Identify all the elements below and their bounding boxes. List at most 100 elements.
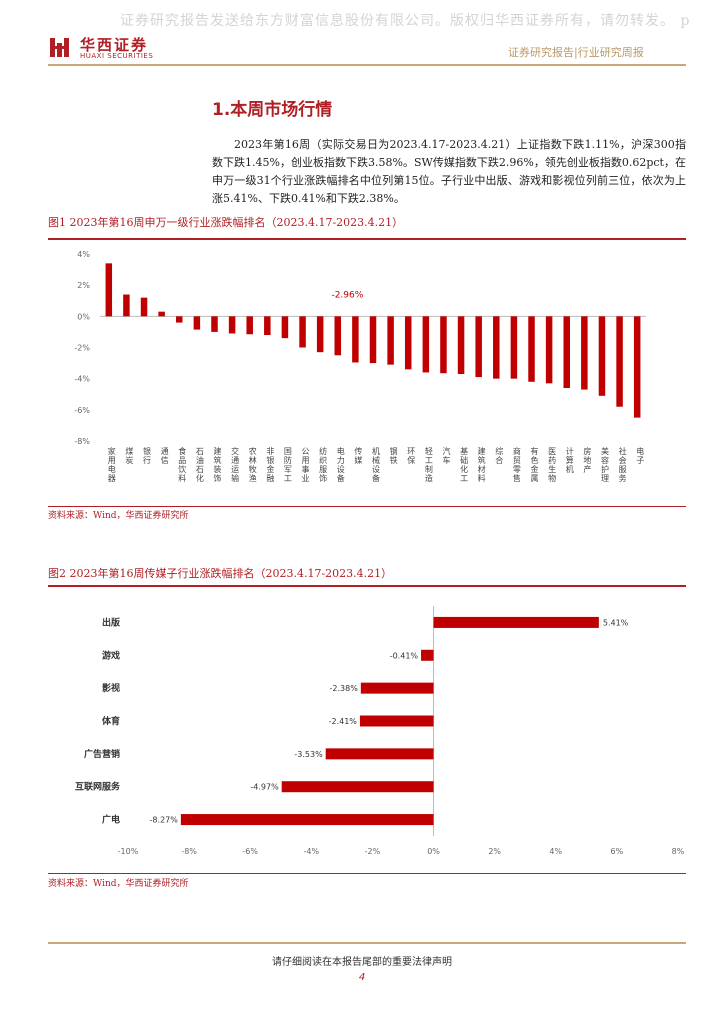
bar-石油石化: [193, 316, 201, 330]
figure1-source: 资料来源：Wind，华西证券研究所: [48, 511, 189, 521]
report-type: 证券研究报告|行业研究周报: [508, 46, 644, 59]
huaxi-logo-icon: [50, 38, 69, 57]
data-label: -2.41%: [329, 717, 358, 726]
category-label: 游戏: [102, 649, 120, 661]
bar-广电: [180, 814, 434, 826]
bar-电子: [633, 316, 641, 418]
figure2-source: 资料来源：Wind，华西证券研究所: [48, 879, 189, 889]
bar-房地产: [581, 316, 588, 390]
x-tick-label: 4%: [549, 847, 562, 856]
bar-煤炭: [123, 294, 130, 317]
page-number: 4: [358, 972, 366, 983]
y-tick-label: 4%: [77, 250, 90, 259]
x-tick-label: -10%: [118, 847, 139, 856]
media-subsector-chart: -10% -8% -6% -4% -2% 0% 2% 4% 6% 8% 出版 5.41% 游戏 -0.41…: [75, 606, 685, 856]
x-tick-label: 通信: [160, 446, 169, 465]
bar-交通运输: [228, 316, 236, 334]
y-tick-label: 0%: [77, 312, 90, 321]
category-label: 广电: [102, 814, 120, 826]
x-tick-label: 社会服务: [618, 446, 627, 483]
x-tick-label: 钢铁: [389, 446, 398, 465]
x-tick-label: 商贸零售: [512, 446, 521, 483]
bar-环保: [404, 316, 412, 370]
figure2-title: 图2 2023年第16周传媒子行业涨跌幅排名（2023.4.17-2023.4.…: [48, 567, 393, 580]
x-tick-label: 机械设备: [372, 446, 381, 483]
data-label: -4.97%: [250, 783, 279, 792]
bar-综合: [493, 316, 500, 379]
x-tick-label: -8%: [181, 847, 197, 856]
x-tick-label: 电力设备: [336, 446, 345, 483]
bar-广告营销: [325, 748, 434, 760]
bar-体育: [359, 715, 434, 727]
data-label: 5.41%: [603, 618, 629, 627]
bar-银行: [140, 297, 148, 317]
bar-游戏: [421, 649, 434, 661]
x-tick-label: 基础化工: [460, 446, 469, 483]
x-tick-label: 美容护理: [600, 446, 609, 483]
category-label: 互联网服务: [75, 781, 121, 793]
x-tick-label: 8%: [672, 847, 685, 856]
category-label: 广告营销: [84, 748, 120, 760]
category-label: 出版: [102, 616, 120, 628]
x-tick-label: 电子: [636, 446, 645, 465]
bar-电力设备: [334, 316, 342, 356]
bar-建筑装饰: [211, 316, 218, 332]
x-tick-label: 纺织服饰: [319, 446, 328, 483]
x-tick-label: 医药生物: [548, 447, 557, 483]
bar-出版: [433, 616, 599, 628]
bar-美容护理: [598, 316, 606, 396]
x-tick-label: 农林牧渔: [248, 446, 257, 483]
x-tick-label: 家用电器: [107, 446, 116, 483]
x-tick-label: 汽车: [442, 446, 451, 465]
y-tick-label: -4%: [74, 375, 90, 384]
x-tick-label: 6%: [611, 847, 624, 856]
bar-纺织服饰: [316, 316, 324, 353]
bar-有色金属: [528, 316, 535, 382]
y-tick-label: -6%: [74, 406, 90, 415]
bar-家用电器: [105, 263, 113, 317]
category-label: 影视: [102, 682, 120, 694]
bar-国防军工: [281, 316, 289, 339]
bar-非银金融: [264, 316, 271, 336]
industry-ranking-chart: 4% 2% 0% -2% -4% -6% -8% 家用电器 煤炭 银行 通信 食品饮料 石油石化 建筑装饰…: [74, 250, 646, 483]
bar-公用事业: [299, 316, 306, 348]
bar-食品饮料: [176, 316, 183, 323]
bar-传媒: [352, 316, 359, 363]
data-label: -2.38%: [330, 684, 359, 693]
x-tick-label: 建筑装饰: [213, 446, 222, 483]
y-tick-label: 2%: [77, 281, 90, 290]
bar-建筑材料: [475, 316, 482, 378]
x-tick-label: 非银金融: [266, 446, 275, 483]
x-tick-label: 有色金属: [530, 446, 539, 483]
highlight-data-label: -2.96%: [331, 291, 363, 301]
x-tick-label: 计算机: [565, 446, 574, 474]
figure1-title: 图1 2023年第16周申万一级行业涨跌幅排名（2023.4.17-2023.4…: [48, 216, 404, 229]
x-tick-label: -6%: [242, 847, 258, 856]
bar-基础化工: [457, 316, 465, 374]
x-tick-label: 煤炭: [125, 446, 134, 465]
y-tick-label: -8%: [74, 437, 90, 446]
x-tick-label: 国防军工: [283, 447, 292, 483]
x-tick-label: 0%: [427, 847, 440, 856]
x-tick-label: 轻工制造: [424, 446, 433, 483]
bar-计算机: [563, 316, 570, 389]
market-summary-paragraph: 2023年第16周（实际交易日为2023.4.17-2023.4.21）上证指数…: [212, 138, 686, 205]
section-title: 1.本周市场行情: [212, 100, 333, 120]
bar-影视: [360, 682, 434, 694]
bar-商贸零售: [510, 316, 518, 379]
x-tick-label: 环保: [407, 447, 416, 465]
bar-社会服务: [616, 316, 623, 407]
bar-轻工制造: [422, 316, 430, 373]
footer-divider: [48, 942, 686, 944]
bar-农林牧渔: [246, 316, 253, 335]
figure1-top-rule: [48, 238, 686, 240]
bar-汽车: [440, 316, 447, 374]
figure1-bottom-rule: [48, 506, 686, 507]
x-tick-label: 2%: [488, 847, 501, 856]
x-tick-label: -2%: [365, 847, 381, 856]
x-tick-label: 银行: [143, 446, 152, 465]
watermark-text: 证券研究报告发送给东方财富信息股份有限公司。版权归华西证券所有，请勿转发。 p: [120, 13, 691, 29]
x-tick-label: 食品饮料: [178, 446, 187, 483]
x-tick-label: 石油石化: [195, 447, 204, 483]
x-tick-label: 交通运输: [231, 446, 240, 483]
